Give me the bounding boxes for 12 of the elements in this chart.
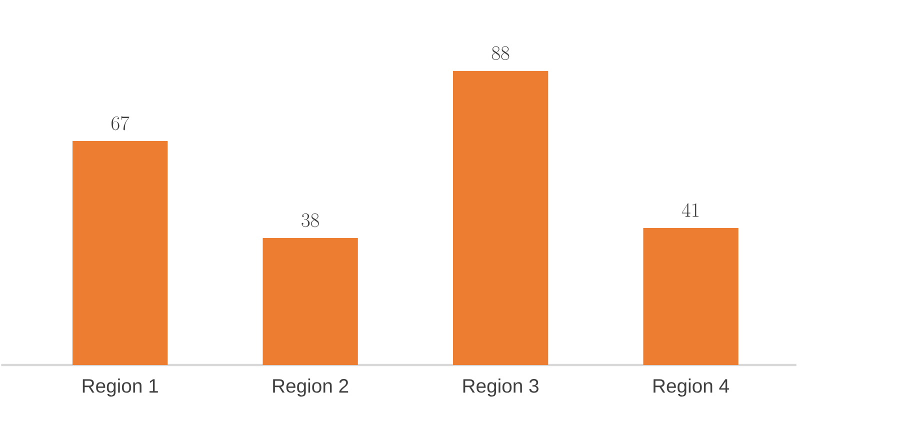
data-label: 88 [492, 46, 510, 60]
x-tick-label: Region 4 [654, 378, 729, 397]
data-label: 41 [682, 203, 699, 217]
x-tick-label: Region 1 [82, 378, 158, 397]
bar [262, 238, 358, 366]
x-tick-label: Region 2 [273, 378, 348, 397]
bar [453, 70, 548, 366]
x-tick-label: Region 3 [463, 378, 538, 397]
bar [643, 228, 738, 366]
bar [72, 141, 168, 366]
data-label: 67 [112, 116, 130, 130]
data-label: 38 [302, 213, 319, 228]
